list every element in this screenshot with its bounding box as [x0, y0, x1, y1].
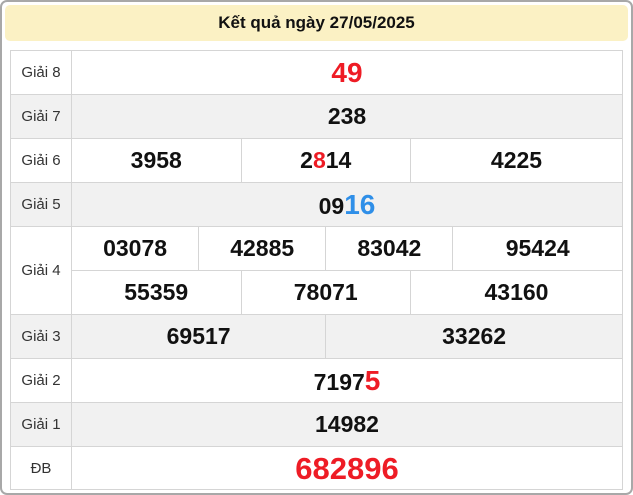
prize-number: 78071 [293, 278, 358, 305]
prize-value-cell: 14982 [71, 402, 623, 447]
prize-number: 49 [331, 56, 363, 88]
prize-row-giai-6: Giải 6 3958 2814 4225 [10, 138, 623, 183]
result-title: Kết quả ngày 27/05/2025 [218, 13, 415, 32]
prize-number: 03078 [103, 234, 168, 261]
prize-value-cell: 78071 [240, 270, 411, 315]
prize-number: 14982 [315, 410, 379, 437]
prize-row-giai-2: Giải 2 71975 [10, 358, 623, 403]
prize-label: Giải 2 [10, 358, 72, 403]
prize-number: 238 [327, 102, 367, 129]
prize-number: 4225 [490, 146, 543, 173]
prize-label: Giải 6 [10, 138, 72, 183]
prize-value-cell: 43160 [410, 270, 623, 315]
prize-label: Giải 7 [10, 94, 72, 139]
prize-label: Giải 5 [10, 182, 72, 227]
result-header: Kết quả ngày 27/05/2025 [5, 5, 628, 41]
prize-value-cell: 42885 [198, 226, 327, 271]
prize-label: Giải 1 [10, 402, 72, 447]
prize-number: 3958 [130, 146, 182, 173]
prize-row-db: ĐB 682896 [10, 446, 623, 490]
prize-number: 95424 [505, 234, 570, 261]
prize-number: 682896 [295, 450, 399, 486]
prize-value-cell: 55359 [71, 270, 242, 315]
prize-row-giai-3: Giải 3 69517 33262 [10, 314, 623, 359]
prize-label: Giải 8 [10, 50, 72, 95]
prize-row-giai-4a: Giải 4 03078 42885 83042 95424 [10, 226, 623, 315]
prize-number: 33262 [442, 322, 507, 349]
prize-value-cell: 4225 [410, 138, 623, 183]
digit-segment: 2 [300, 146, 313, 173]
prize-number: 55359 [124, 278, 189, 305]
prize-row-giai-7: Giải 7 238 [10, 94, 623, 139]
digit-segment-blue: 16 [344, 188, 376, 220]
prize-value-cell: 49 [71, 50, 623, 95]
prize-value-cell: 3958 [71, 138, 242, 183]
prize-value-cell: 03078 [70, 226, 200, 271]
prize-number: 42885 [230, 234, 295, 261]
prize-value-cell: 83042 [325, 226, 454, 271]
prize-value-cell: 682896 [71, 446, 623, 490]
prize-value-cell: 238 [71, 94, 623, 139]
prize-label: ĐB [10, 446, 72, 490]
prize-row-giai-5: Giải 5 0916 [10, 182, 623, 227]
prize-number: 83042 [357, 234, 422, 261]
prize-number: 0916 [318, 190, 376, 219]
prize-row-giai-4b: 55359 78071 43160 [11, 270, 623, 315]
prize-label: Giải 3 [10, 314, 72, 359]
digit-segment-red: 8 [312, 146, 326, 173]
prize-row-giai-8: Giải 8 49 [10, 50, 623, 95]
prize-value-cell: 95424 [452, 226, 623, 271]
results-table: Giải 8 49 Giải 7 238 Giải 6 3958 2814 [10, 50, 623, 490]
prize-number: 71975 [313, 366, 381, 395]
prize-number: 43160 [484, 278, 549, 305]
digit-segment: 14 [325, 146, 352, 173]
digit-segment: 7197 [313, 368, 365, 395]
prize-value-cell: 0916 [71, 182, 623, 227]
prize-number: 2814 [300, 147, 351, 173]
prize-label: Giải 4 [10, 226, 72, 315]
prize-row-giai-1: Giải 1 14982 [10, 402, 623, 447]
digit-segment: 09 [318, 192, 345, 219]
prize-value-cell: 69517 [70, 314, 327, 359]
prize-number: 69517 [166, 322, 231, 349]
prize-value-cell: 33262 [325, 314, 623, 359]
digit-segment-red: 5 [364, 364, 381, 396]
prize-value-cell: 71975 [71, 358, 623, 403]
prize-value-cell: 2814 [240, 138, 411, 183]
